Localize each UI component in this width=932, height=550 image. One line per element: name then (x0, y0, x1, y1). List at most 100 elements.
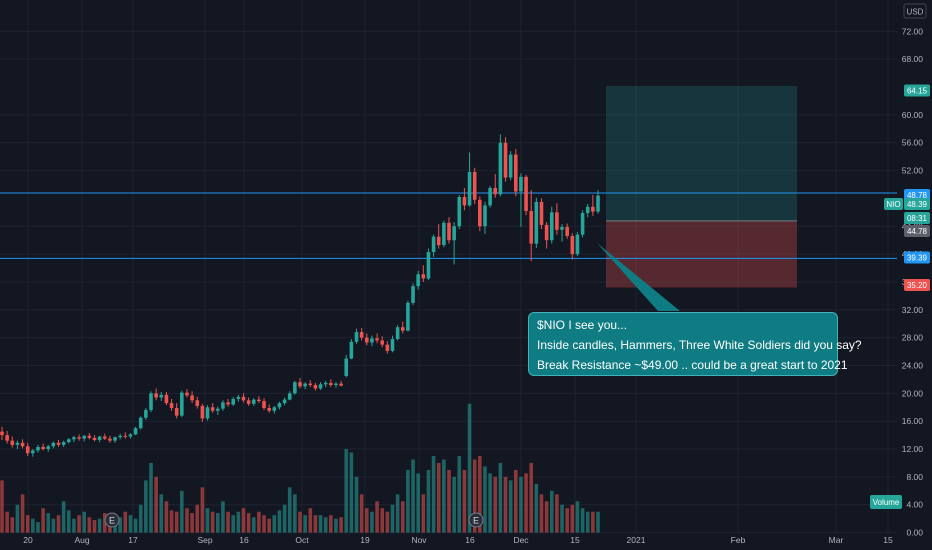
candle-body (426, 252, 431, 279)
candle-body (570, 236, 575, 255)
volume-legend-badge[interactable] (870, 495, 902, 509)
volume-bar (339, 517, 343, 533)
target-zone[interactable] (606, 85, 797, 221)
x-tick-label: 2021 (627, 535, 646, 545)
candle-body (442, 222, 446, 246)
volume-bar (154, 476, 158, 533)
candle-body (298, 382, 302, 387)
candle-body (478, 199, 482, 227)
price-tag: 39.39 (904, 251, 930, 264)
candle-body (159, 394, 164, 398)
long-position-tool[interactable] (606, 85, 797, 288)
volume-bar (195, 504, 200, 533)
candle-body (354, 332, 359, 342)
price-tag: 64.15 (904, 84, 930, 97)
idea-callout[interactable]: $NIO I see you... Inside candles, Hammer… (528, 312, 862, 376)
candle-body (77, 437, 81, 439)
volume-bar (364, 508, 369, 533)
candle-body (25, 446, 30, 454)
y-tick-label: 68.00 (902, 54, 924, 64)
candle-body (539, 201, 544, 225)
volume-bar (72, 518, 76, 533)
volume-bar (5, 511, 9, 533)
earnings-marker[interactable]: E (104, 512, 120, 528)
volume-bar (262, 515, 266, 533)
volume-bar (570, 504, 575, 533)
candle-body (267, 407, 271, 411)
earnings-marker-label: E (109, 516, 115, 526)
volume-bar (92, 520, 97, 533)
x-tick-label: 19 (360, 535, 370, 545)
volume-bar (544, 501, 549, 533)
resistance-support-lines[interactable] (0, 192, 897, 259)
volume-bar (221, 501, 225, 533)
candle-body (596, 195, 600, 212)
candle-body (421, 274, 426, 279)
price-tag-label: 48.78 (907, 191, 928, 200)
volume-bar (215, 513, 220, 533)
candle-body (210, 407, 215, 411)
candle-body (241, 396, 246, 401)
candle-body (452, 226, 456, 241)
price-tag-label: 39.39 (907, 254, 928, 263)
candle-body (180, 392, 184, 416)
volume-bar (144, 480, 148, 533)
volume-bar (205, 508, 210, 533)
y-tick-label: 0.00 (906, 528, 923, 538)
volume-bar (133, 518, 138, 533)
candle-body (66, 439, 71, 443)
candle-body (498, 142, 503, 195)
volume-bar (549, 490, 554, 533)
volume-bar (493, 476, 498, 533)
y-tick-label: 4.00 (906, 500, 923, 510)
candle-body (549, 212, 554, 241)
candle-body (400, 327, 405, 331)
candle-body (56, 442, 61, 445)
y-tick-label: 52.00 (902, 166, 924, 176)
price-tag-label: 08:31 (907, 214, 928, 223)
volume-bar (251, 517, 256, 533)
volume-bar (416, 473, 420, 533)
price-tag-box (904, 279, 930, 291)
earnings-marker[interactable]: E (468, 512, 484, 528)
price-tag-box (904, 198, 930, 210)
candle-body (195, 400, 200, 406)
candle-body (282, 399, 287, 404)
candle-body (144, 410, 148, 418)
candle-body (472, 171, 477, 200)
volume-bar (308, 508, 313, 533)
volume-bar (529, 462, 534, 533)
volume-bar (25, 515, 30, 533)
candle-body (436, 236, 441, 246)
volume-bar (277, 510, 282, 533)
volume-bar (452, 476, 456, 533)
volume-bar (344, 449, 349, 533)
volume-bar (51, 518, 56, 533)
candle-body (185, 392, 189, 396)
volume-bar (426, 469, 431, 533)
volume-bar (287, 487, 292, 533)
price-tag: 44.78 (904, 225, 930, 237)
candle-body (329, 382, 333, 385)
volume-bar (313, 515, 318, 533)
volume-bar (431, 456, 436, 533)
x-tick-label: 15 (570, 535, 580, 545)
volume-bar (236, 511, 241, 533)
volume-bar (508, 480, 513, 533)
candle-body (46, 446, 51, 450)
candle-body (169, 403, 174, 408)
stop-zone[interactable] (606, 220, 797, 288)
time-axis[interactable]: 20 Aug 17 Sep 16 Oct 19 Nov 16 Dec 15 2021 Feb Mar 15 (23, 535, 893, 545)
volume-bar (20, 494, 25, 533)
volume-bars (0, 403, 600, 533)
currency-badge[interactable] (903, 3, 927, 19)
volume-bar (246, 513, 251, 533)
volume-bar (41, 508, 45, 533)
price-tag: 48.39 (904, 198, 930, 210)
volume-bar (385, 511, 390, 533)
candle-body (97, 436, 102, 440)
volume-bar (519, 476, 523, 533)
